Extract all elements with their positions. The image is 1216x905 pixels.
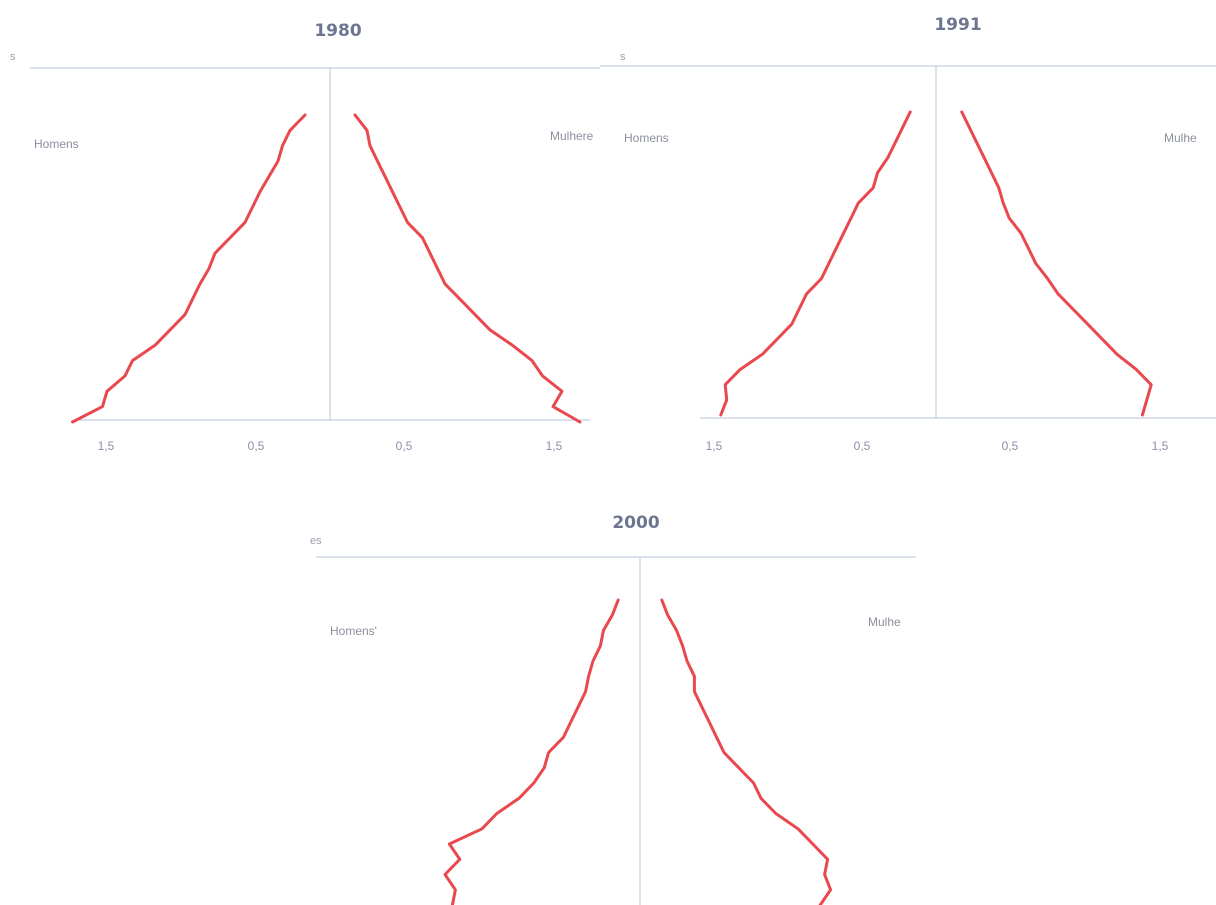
chart-1980: 1980 s Homens Mulhere 1,5 0,5 0,5 1,5 <box>10 21 600 453</box>
chart-2000: 2000 es Homens' Mulhe <box>310 513 916 905</box>
y-axis-label-fragment: s <box>620 51 626 63</box>
women-label: Mulhe <box>1164 131 1197 145</box>
x-tick-label: 1,5 <box>546 439 563 453</box>
men-label: Homens' <box>330 624 377 638</box>
x-tick-label: 0,5 <box>396 439 413 453</box>
men-label: Homens <box>34 137 79 151</box>
men-series-line <box>71 113 307 424</box>
men-series-line <box>719 110 912 417</box>
chart-title: 1980 <box>314 21 361 41</box>
x-tick-label: 0,5 <box>1002 439 1019 453</box>
x-tick-label: 1,5 <box>98 439 115 453</box>
y-axis-label-fragment: s <box>10 51 16 63</box>
chart-title: 1991 <box>934 15 981 35</box>
women-series-line <box>353 113 582 424</box>
women-label: Mulhere <box>550 129 594 143</box>
x-tick-label: 0,5 <box>854 439 871 453</box>
chart-title: 2000 <box>612 513 659 533</box>
women-series-line <box>960 110 1153 417</box>
x-tick-label: 1,5 <box>706 439 723 453</box>
x-tick-label: 1,5 <box>1152 439 1169 453</box>
y-axis-label-fragment: es <box>310 535 322 547</box>
chart-1991: 1991 s Homens Mulhe 1,5 0,5 0,5 1,5 <box>600 15 1216 453</box>
women-series-line <box>660 598 833 905</box>
men-label: Homens <box>624 131 669 145</box>
women-label: Mulhe <box>868 615 901 629</box>
men-series-line <box>443 598 620 905</box>
x-tick-label: 0,5 <box>248 439 265 453</box>
